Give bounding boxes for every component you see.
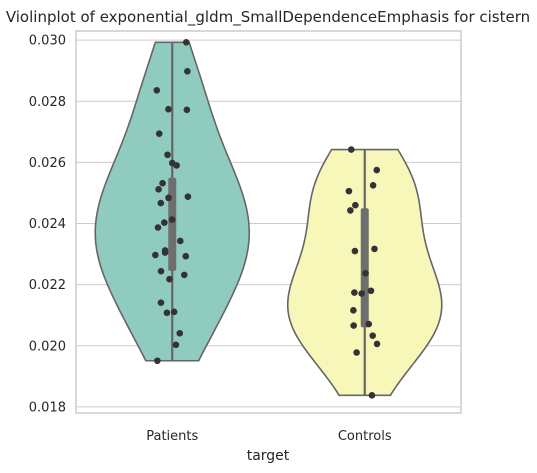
data-point — [369, 332, 377, 339]
data-point — [353, 349, 360, 356]
y-tick-label: 0.022 — [29, 278, 66, 293]
data-point — [153, 86, 161, 94]
data-point — [373, 166, 381, 174]
data-point — [184, 193, 192, 200]
x-tick-label: Patients — [146, 429, 198, 444]
data-point — [165, 194, 172, 202]
y-tick-label: 0.028 — [29, 95, 66, 110]
x-tick-label: Controls — [338, 429, 392, 444]
data-point — [157, 267, 165, 275]
data-point — [157, 199, 165, 207]
data-point — [172, 341, 180, 349]
data-point — [164, 151, 171, 159]
data-point — [373, 340, 381, 348]
data-point — [367, 287, 375, 295]
data-point — [362, 270, 369, 277]
y-tick-label: 0.018 — [29, 400, 66, 415]
data-point — [157, 299, 165, 306]
data-point — [345, 187, 353, 195]
y-tick-label: 0.030 — [29, 34, 66, 49]
violin-iqr-box — [168, 177, 177, 271]
data-point — [154, 224, 162, 231]
data-point — [184, 68, 191, 75]
data-point — [369, 182, 377, 189]
data-point — [152, 251, 159, 259]
violin-iqr-box — [360, 208, 369, 328]
data-point — [159, 179, 166, 187]
data-point — [173, 162, 180, 169]
x-tick-labels: Patients Controls — [146, 429, 392, 444]
data-point — [176, 237, 184, 245]
data-point — [347, 207, 354, 214]
y-tick-label: 0.026 — [29, 156, 66, 171]
data-point — [351, 247, 359, 255]
data-point — [350, 322, 357, 329]
data-points — [152, 39, 381, 399]
data-point — [350, 307, 357, 314]
data-point — [170, 308, 178, 316]
data-point — [165, 105, 172, 113]
data-point — [183, 106, 191, 114]
x-axis-label: target — [247, 448, 290, 464]
data-point — [182, 252, 190, 260]
data-point — [166, 275, 173, 283]
data-point — [347, 146, 355, 153]
data-point — [176, 329, 184, 337]
y-tick-labels: 0.018 0.020 0.022 0.024 0.026 0.028 0.030 — [29, 34, 66, 416]
data-point — [180, 271, 188, 279]
data-point — [182, 39, 190, 46]
data-point — [368, 391, 376, 399]
data-point — [155, 130, 163, 137]
data-point — [161, 219, 168, 226]
data-point — [163, 309, 171, 317]
data-point — [358, 290, 365, 297]
plot-frame — [75, 30, 462, 414]
data-point — [155, 186, 162, 193]
data-point — [161, 249, 169, 256]
y-tick-label: 0.020 — [29, 339, 66, 354]
data-point — [352, 201, 359, 209]
data-point — [351, 289, 358, 296]
data-point — [365, 320, 373, 328]
chart-title: Violinplot of exponential_gldm_SmallDepe… — [6, 8, 530, 27]
data-point — [371, 245, 378, 253]
data-point — [168, 216, 176, 223]
data-point — [154, 357, 161, 365]
y-tick-label: 0.024 — [29, 217, 66, 232]
